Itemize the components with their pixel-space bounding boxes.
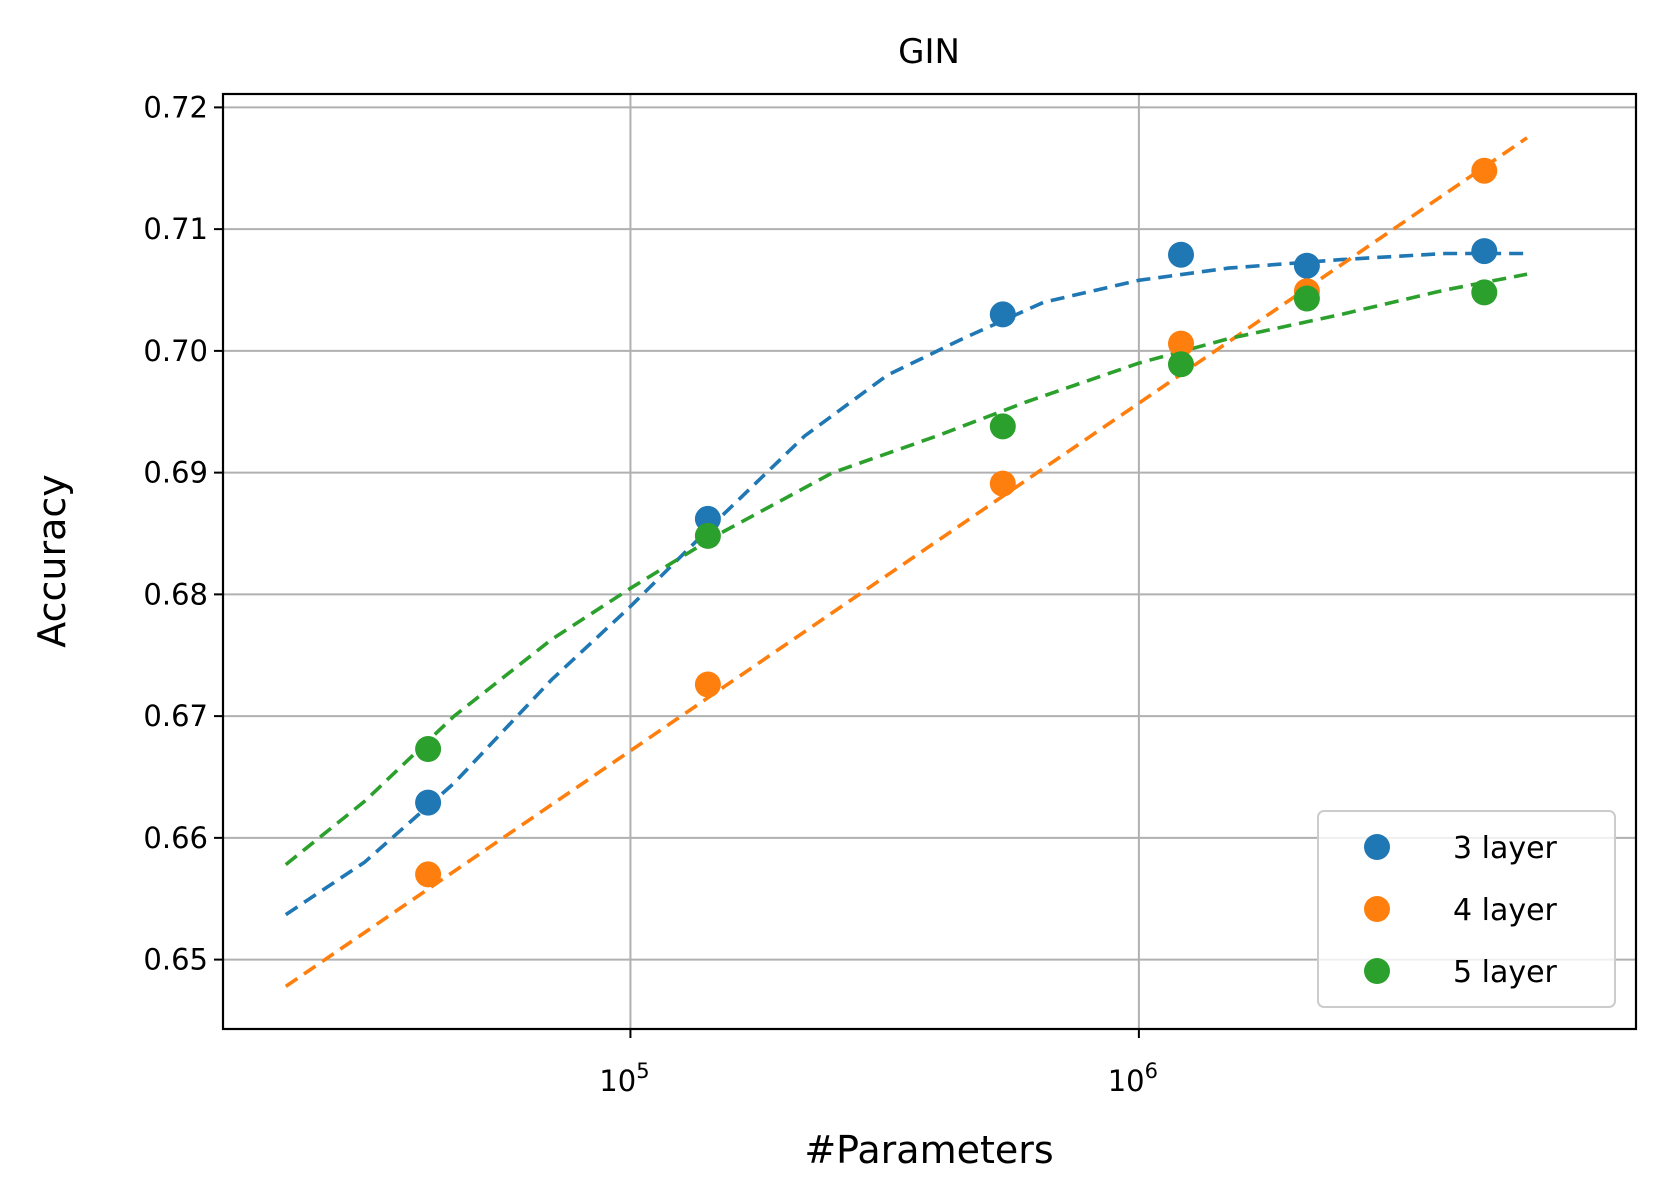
data-point [1168,351,1194,378]
legend-marker [1364,896,1390,922]
data-point [1471,279,1498,306]
y-tick-label: 0.68 [143,577,208,611]
data-point [415,789,442,816]
data-points [415,157,1498,888]
data-point [694,522,721,549]
y-tick-label: 0.65 [143,943,208,977]
data-point [1168,241,1194,268]
plot-frame [221,92,1638,1031]
y-tick-label: 0.71 [143,212,208,246]
x-tick-label: 106 [1108,1059,1158,1098]
axis-ticks: 0.65 0.66 0.67 0.68 0.69 0.70 0.71 0.72 105 106 [143,90,1158,1098]
y-tick-label: 0.72 [143,90,208,124]
legend-label: 3 layer [1453,831,1558,866]
legend: 3 layer 4 layer 5 layer [1317,810,1616,1008]
fit-line [284,272,1528,867]
data-point [1471,238,1498,265]
data-point [1471,157,1498,184]
data-point [1168,330,1194,357]
y-tick-label: 0.66 [143,821,208,855]
y-tick-label: 0.69 [143,456,208,490]
chart-title: GIN [898,32,960,72]
data-point [415,861,442,888]
fit-lines [284,136,1529,988]
legend-items: 3 layer 4 layer 5 layer [1364,831,1558,990]
legend-box [1317,810,1616,1008]
data-point [989,413,1016,440]
data-point [1293,285,1320,312]
data-point [989,470,1016,497]
y-tick-label: 0.67 [143,699,208,733]
data-point [694,671,721,698]
data-point [1293,252,1320,279]
y-axis-label: Accuracy [30,474,74,648]
legend-marker [1364,834,1390,860]
legend-label: 4 layer [1453,893,1558,928]
fit-line [284,136,1529,988]
legend-label: 5 layer [1453,955,1558,990]
legend-marker [1364,958,1390,984]
x-tick-label: 105 [599,1059,649,1098]
data-point [989,301,1016,328]
grid [223,94,1636,1029]
y-tick-label: 0.70 [143,334,208,368]
data-point [415,736,442,762]
x-axis-label: #Parameters [804,1128,1053,1172]
